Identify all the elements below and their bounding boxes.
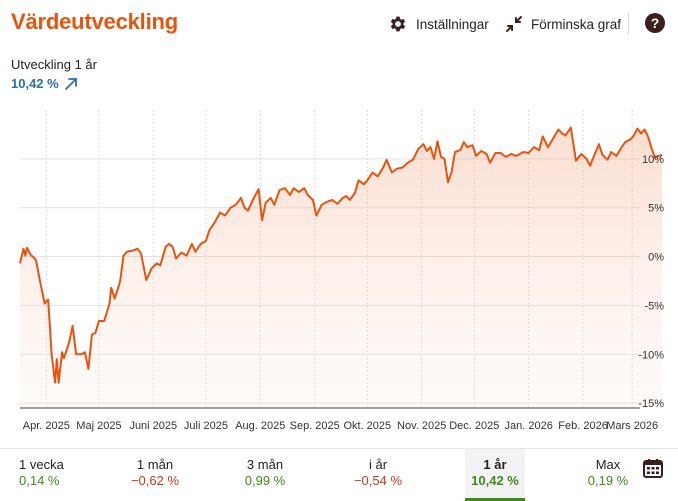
- period-label: Max: [595, 457, 621, 472]
- y-tick-label: -15%: [638, 398, 664, 410]
- series-area: [20, 127, 662, 408]
- shrink-label: Förminska graf: [531, 16, 622, 32]
- y-tick-label: 0%: [648, 252, 664, 264]
- x-tick-label: Aug. 2025: [235, 420, 285, 432]
- period-label: 3 mån: [246, 457, 284, 472]
- period-5[interactable]: Max 0,19 %: [573, 449, 643, 501]
- x-tick-label: Mars 2026: [606, 420, 658, 432]
- x-tick-label: Jan. 2026: [505, 420, 553, 432]
- y-tick-label: -10%: [638, 349, 664, 361]
- shrink-chart-button[interactable]: Förminska graf: [505, 12, 621, 36]
- period-label: 1 mån: [136, 457, 174, 472]
- settings-label: Inställningar: [416, 16, 489, 32]
- x-tick-label: Maj 2025: [76, 420, 121, 432]
- y-tick-label: -5%: [644, 300, 664, 312]
- x-tick-label: Dec. 2025: [449, 420, 499, 432]
- performance-value: 10,42 %: [11, 76, 78, 91]
- trend-up-icon: [64, 77, 77, 90]
- period-2[interactable]: 3 mån 0,99 %: [215, 449, 315, 501]
- x-tick-label: Sep. 2025: [290, 420, 340, 432]
- header: Värdeutveckling Inställningar Förminska …: [0, 0, 678, 48]
- period-label: 1 år: [483, 457, 507, 472]
- period-4[interactable]: 1 år 10,42 %: [465, 449, 525, 501]
- x-tick-label: Okt. 2025: [343, 420, 391, 432]
- calendar-icon[interactable]: [643, 458, 663, 478]
- help-icon[interactable]: ?: [645, 13, 665, 33]
- period-value: 0,19 %: [587, 473, 629, 488]
- gear-icon: [390, 16, 406, 32]
- period-3[interactable]: i år −0,54 %: [323, 449, 433, 501]
- x-tick-label: Juni 2025: [129, 420, 177, 432]
- settings-button[interactable]: Inställningar: [388, 12, 489, 36]
- period-1[interactable]: 1 mån −0,62 %: [105, 449, 205, 501]
- collapse-icon: [506, 16, 522, 32]
- period-value: 0,99 %: [244, 473, 286, 488]
- performance-chart[interactable]: 10% 5% 0% -5% -10% -15% Apr. 2025 Maj 2025 Juni …: [0, 100, 678, 440]
- period-value: 10,42 %: [471, 473, 519, 488]
- period-value: −0,54 %: [353, 473, 403, 488]
- y-tick-label: 5%: [648, 203, 664, 215]
- period-label: 1 vecka: [19, 457, 64, 472]
- x-tick-label: Apr. 2025: [23, 420, 70, 432]
- period-value: 0,14 %: [19, 473, 60, 488]
- period-value: −0,62 %: [130, 473, 180, 488]
- x-tick-label: Nov. 2025: [397, 420, 446, 432]
- x-tick-label: Juli 2025: [184, 420, 228, 432]
- page-title: Värdeutveckling: [11, 9, 178, 34]
- period-0[interactable]: 1 vecka 0,14 %: [0, 449, 90, 501]
- series-line: [19, 126, 663, 384]
- period-selector: 1 vecka 0,14 % 1 mån −0,62 % 3 mån 0,99 % i år…: [0, 448, 678, 501]
- period-label: i år: [368, 457, 388, 472]
- y-tick-label: 10%: [642, 154, 664, 166]
- x-tick-label: Feb. 2026: [558, 420, 608, 432]
- performance-text: 10,42 %: [11, 76, 59, 91]
- period-subtitle: Utveckling 1 år: [11, 57, 97, 72]
- divider: [628, 12, 629, 34]
